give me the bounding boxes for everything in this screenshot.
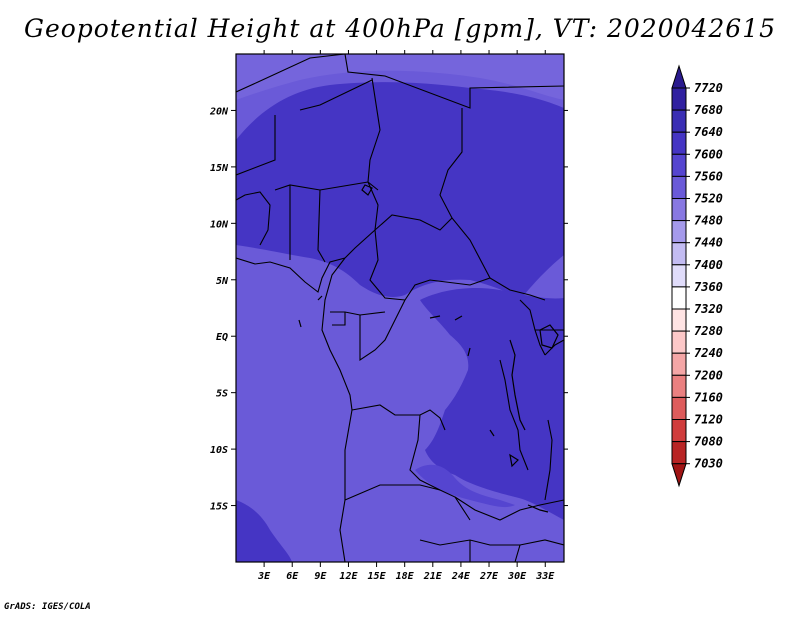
colorbar-label: 7640 xyxy=(694,125,723,139)
colorbar-label: 7120 xyxy=(694,413,723,427)
lon-tick-label: 33E xyxy=(535,571,555,582)
colorbar-swatch xyxy=(671,242,687,266)
lon-tick-label: 15E xyxy=(368,571,387,582)
colorbar-label: 7440 xyxy=(694,236,723,250)
colorbar-label: 7160 xyxy=(694,390,723,404)
colorbar-label: 7080 xyxy=(694,435,723,449)
colorbar-label: 7320 xyxy=(694,302,723,316)
lat-tick-label: 10N xyxy=(210,219,229,230)
colorbar-label: 7600 xyxy=(694,147,723,161)
lon-tick-label: 3E xyxy=(257,571,271,582)
lakes xyxy=(298,184,559,513)
lat-axis: 20N 15N 10N 5N EQ 5S 10S 15S xyxy=(209,106,568,513)
colorbar-label: 7400 xyxy=(694,258,723,272)
colorbar-swatch xyxy=(671,330,687,354)
colorbar-label: 7360 xyxy=(694,280,723,294)
colorbar-swatch xyxy=(671,264,687,288)
colorbar-swatch xyxy=(671,198,687,222)
lon-tick-label: 30E xyxy=(507,571,527,582)
colorbar-swatch xyxy=(671,419,687,443)
colorbar-label: 7280 xyxy=(694,324,723,338)
lon-tick-label: 9E xyxy=(314,571,327,582)
colorbar-swatch xyxy=(671,286,687,310)
lat-tick-label: 5N xyxy=(216,276,229,287)
colorbar-swatch xyxy=(671,352,687,376)
lon-tick-label: 24E xyxy=(451,571,471,582)
lon-tick-label: 12E xyxy=(339,571,358,582)
map-title: Geopotential Height at 400hPa [gpm], VT:… xyxy=(23,14,777,43)
colorbar-swatch xyxy=(671,374,687,398)
colorbar: 7720 7680 7640 7600 7560 7520 7480 7440 7400 7360… xyxy=(671,64,723,488)
lat-tick-label: 5S xyxy=(216,389,228,400)
lat-tick-label: 15S xyxy=(210,502,228,513)
lon-tick-label: 18E xyxy=(396,571,415,582)
country-borders xyxy=(236,54,564,562)
colorbar-swatch xyxy=(671,308,687,332)
colorbar-label: 7240 xyxy=(694,346,723,360)
colorbar-label: 7520 xyxy=(694,192,723,206)
colorbar-label: 7560 xyxy=(694,169,723,183)
colorbar-swatch xyxy=(671,87,687,111)
lat-tick-label: EQ xyxy=(216,332,228,343)
lat-tick-label: 10S xyxy=(210,445,228,456)
colorbar-swatch xyxy=(671,396,687,420)
colorbar-bottom-arrow xyxy=(671,463,687,488)
colorbar-swatch xyxy=(671,153,687,177)
lat-tick-label: 15N xyxy=(210,163,229,174)
lon-axis: 3E 6E 9E 12E 15E 18E 21E 24E 27E 30E 33E xyxy=(257,50,555,582)
grads-credit: GrADS: IGES/COLA xyxy=(4,602,91,612)
colorbar-swatch xyxy=(671,220,687,244)
colorbar-label: 7720 xyxy=(694,81,723,95)
colorbar-label: 7030 xyxy=(694,457,723,471)
colorbar-swatch xyxy=(671,109,687,133)
colorbar-label: 7480 xyxy=(694,214,723,228)
colorbar-swatch xyxy=(671,175,687,199)
colorbar-top-arrow xyxy=(671,64,687,89)
colorbar-swatch xyxy=(671,441,687,465)
height-field xyxy=(236,54,564,562)
colorbar-label: 7200 xyxy=(694,368,723,382)
lon-tick-label: 6E xyxy=(286,571,299,582)
lat-tick-label: 20N xyxy=(209,106,229,117)
lon-tick-label: 27E xyxy=(479,571,499,582)
lon-tick-label: 21E xyxy=(423,571,443,582)
colorbar-label: 7680 xyxy=(694,103,723,117)
map-frame xyxy=(235,53,565,563)
colorbar-swatch xyxy=(671,131,687,155)
